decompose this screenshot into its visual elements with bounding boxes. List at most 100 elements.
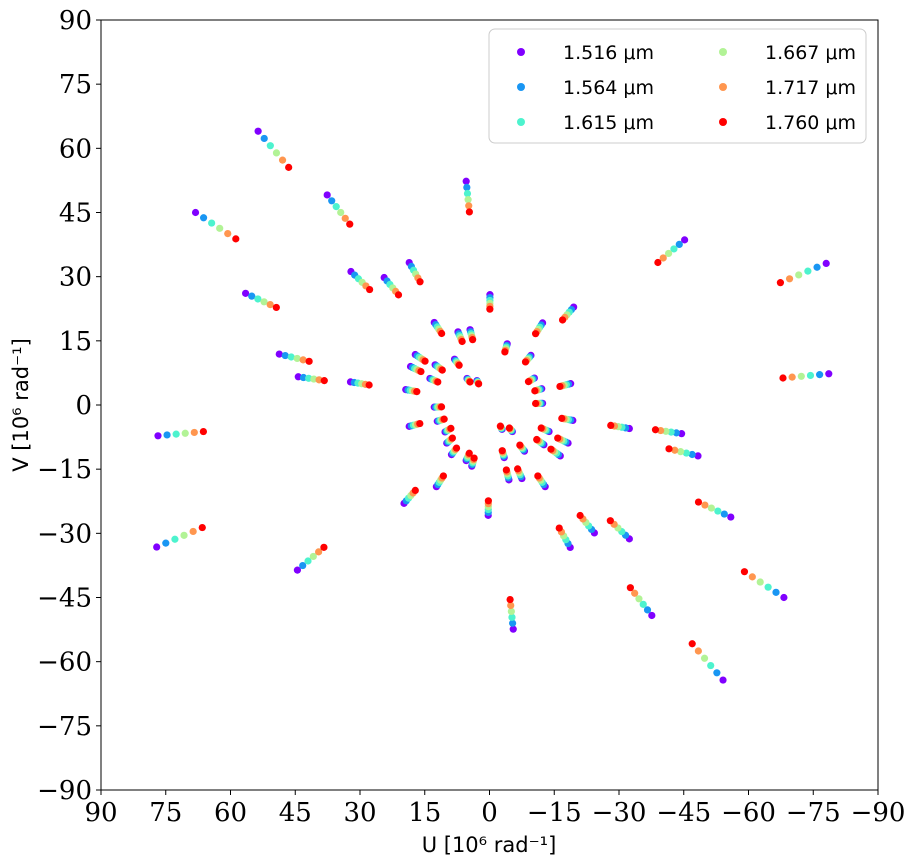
point-baseline-10-channel-6 <box>272 303 280 312</box>
x-tick-label: 0 <box>481 798 498 828</box>
point-baseline-46-channel-6 <box>531 330 540 338</box>
point-baseline-34-channel-6 <box>458 337 466 346</box>
point-baseline-2-channel-4 <box>337 208 345 217</box>
point-baseline-48-channel-6 <box>531 387 539 395</box>
point-baseline-57-channel-6 <box>439 472 448 480</box>
x-tick-label: −15 <box>527 798 582 828</box>
point-baseline-1-channel-2 <box>260 134 268 143</box>
point-baseline-13-channel-5 <box>299 356 307 364</box>
point-baseline-6-channel-2 <box>813 263 821 271</box>
point-baseline-4-channel-4 <box>216 224 224 232</box>
point-baseline-4-channel-6 <box>232 235 240 243</box>
y-tick-label: 0 <box>75 391 92 421</box>
point-baseline-53-channel-6 <box>447 424 455 432</box>
point-baseline-1-channel-4 <box>272 149 281 157</box>
x-tick-label: 90 <box>84 798 117 828</box>
point-baseline-5-channel-5 <box>659 254 667 262</box>
point-baseline-27-channel-3 <box>764 583 772 591</box>
point-baseline-16-channel-4 <box>797 372 805 380</box>
point-baseline-45-channel-6 <box>521 358 530 366</box>
point-baseline-6-channel-5 <box>785 275 794 283</box>
point-baseline-1-channel-6 <box>285 163 293 171</box>
point-baseline-6-channel-4 <box>795 271 803 279</box>
x-axis-label: U [10⁶ rad⁻¹] <box>422 833 557 857</box>
y-axis-ticks: 90 75 60 45 30 15 0 −15 −30 −45 −60 −75 −90 <box>37 6 101 806</box>
point-baseline-70-channel-6 <box>554 434 562 442</box>
point-baseline-26-channel-1 <box>719 676 727 684</box>
point-baseline-56-channel-6 <box>465 449 473 457</box>
x-tick-label: −30 <box>592 798 647 828</box>
point-baseline-64-channel-6 <box>516 441 524 449</box>
point-baseline-21-channel-5 <box>507 601 515 610</box>
point-baseline-3-channel-1 <box>462 177 470 185</box>
point-baseline-1-channel-1 <box>254 127 262 135</box>
x-tick-label: −90 <box>851 798 906 828</box>
point-baseline-2-channel-5 <box>341 214 349 222</box>
point-baseline-67-channel-6 <box>537 424 545 432</box>
point-baseline-2-channel-2 <box>328 197 336 205</box>
point-baseline-4-channel-1 <box>191 208 200 217</box>
point-baseline-39-channel-6 <box>466 378 474 386</box>
point-baseline-62-channel-6 <box>502 466 510 474</box>
point-baseline-5-channel-2 <box>675 240 683 248</box>
point-baseline-51-channel-6 <box>437 403 446 411</box>
point-baseline-18-channel-2 <box>162 539 170 547</box>
point-baseline-4-channel-5 <box>224 230 232 238</box>
point-baseline-4-channel-2 <box>199 214 208 222</box>
point-baseline-2-channel-1 <box>323 191 331 199</box>
point-baseline-19-channel-2 <box>299 561 307 570</box>
y-tick-label: −60 <box>37 648 92 678</box>
data-points <box>153 127 833 684</box>
point-baseline-40-channel-6 <box>475 380 483 388</box>
point-baseline-29-channel-6 <box>665 445 673 453</box>
point-baseline-27-channel-6 <box>740 568 749 576</box>
point-baseline-21-channel-6 <box>506 595 514 604</box>
point-baseline-10-channel-1 <box>242 289 250 297</box>
x-tick-label: 15 <box>408 798 441 828</box>
point-baseline-71-channel-6 <box>531 399 540 408</box>
point-baseline-38-channel-6 <box>455 361 463 369</box>
legend-marker-6 <box>719 118 727 126</box>
point-baseline-28-channel-4 <box>707 504 716 512</box>
point-baseline-18-channel-6 <box>198 523 206 532</box>
point-baseline-12-channel-6 <box>558 316 567 324</box>
point-baseline-18-channel-4 <box>180 531 188 539</box>
point-baseline-44-channel-6 <box>501 348 509 356</box>
point-baseline-3-channel-2 <box>463 183 471 191</box>
point-baseline-13-channel-1 <box>275 350 283 358</box>
point-baseline-10-channel-4 <box>260 298 268 306</box>
y-tick-label: −45 <box>37 584 92 614</box>
x-tick-label: −45 <box>656 798 711 828</box>
point-baseline-10-channel-3 <box>254 295 262 303</box>
point-baseline-27-channel-1 <box>780 593 788 602</box>
point-baseline-5-channel-1 <box>681 236 689 244</box>
y-tick-label: 15 <box>59 327 92 357</box>
point-baseline-50-channel-6 <box>416 419 424 428</box>
x-axis-ticks: 90 75 60 45 30 15 0 −15 −30 −45 −60 −75 −90 <box>84 790 905 828</box>
point-baseline-29-channel-4 <box>677 448 685 456</box>
y-tick-label: 90 <box>59 6 92 36</box>
point-baseline-36-channel-6 <box>417 367 425 376</box>
point-baseline-1-channel-5 <box>278 156 287 164</box>
y-axis-label: V [10⁶ rad⁻¹] <box>9 338 33 472</box>
point-baseline-8-channel-6 <box>394 291 403 299</box>
point-baseline-17-channel-3 <box>172 430 180 438</box>
legend-box <box>488 28 867 144</box>
point-baseline-49-channel-6 <box>556 382 564 391</box>
point-baseline-63-channel-6 <box>514 465 522 473</box>
y-tick-label: 60 <box>59 134 92 164</box>
point-baseline-28-channel-1 <box>727 513 735 521</box>
point-baseline-5-channel-6 <box>654 258 662 267</box>
point-baseline-13-channel-6 <box>305 357 313 365</box>
y-tick-label: −30 <box>37 519 92 549</box>
point-baseline-19-channel-3 <box>304 557 312 565</box>
point-baseline-13-channel-3 <box>287 353 295 361</box>
point-baseline-21-channel-4 <box>507 607 515 616</box>
x-tick-label: −75 <box>786 798 841 828</box>
legend-label-6: 1.760 μm <box>765 112 856 134</box>
point-baseline-19-channel-4 <box>309 552 317 561</box>
point-baseline-21-channel-3 <box>508 613 516 621</box>
point-baseline-15-channel-6 <box>365 381 373 389</box>
point-baseline-24-channel-6 <box>606 517 614 525</box>
point-baseline-26-channel-2 <box>713 669 721 677</box>
